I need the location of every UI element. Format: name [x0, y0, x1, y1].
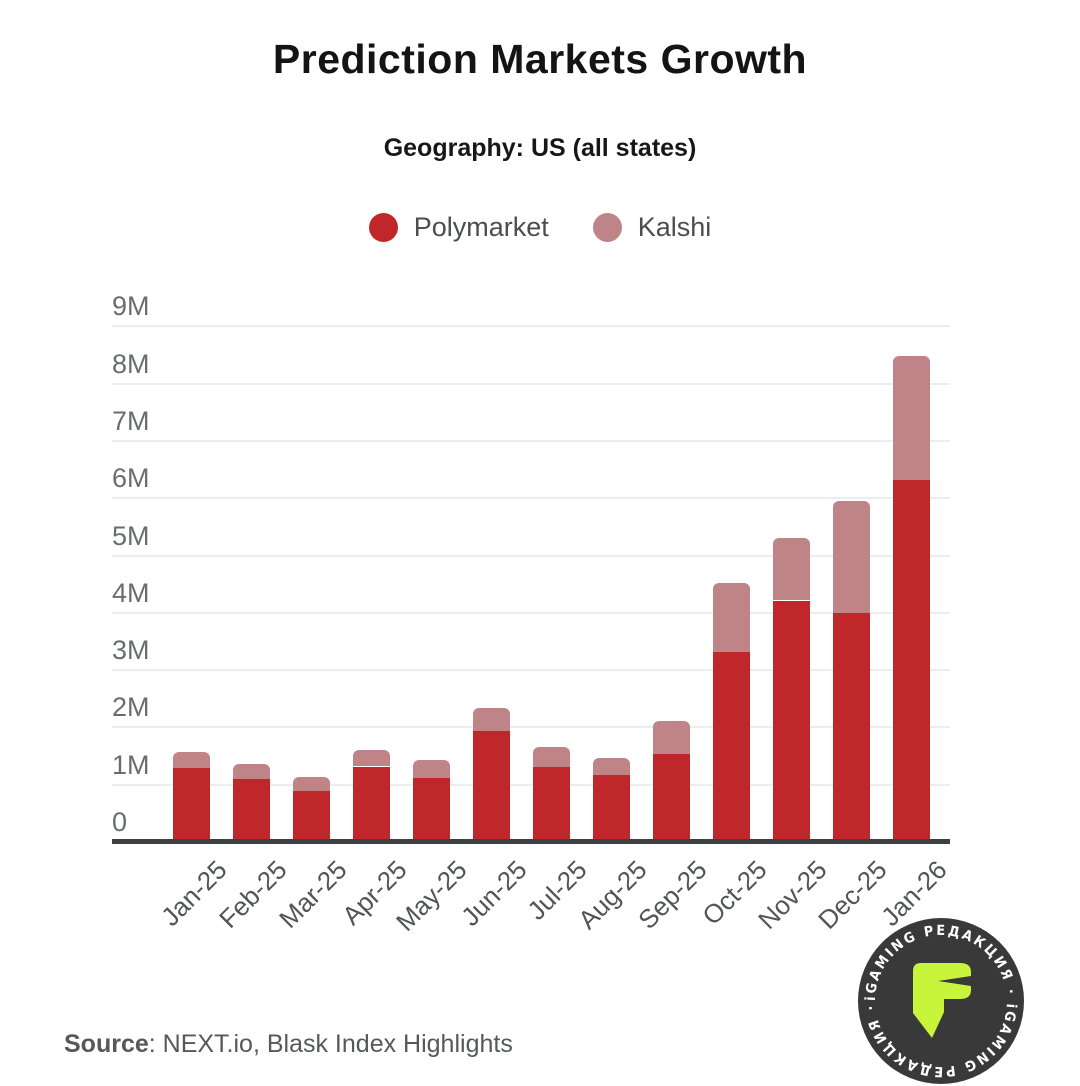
source-label: Source: [64, 1030, 149, 1058]
x-axis-line: [112, 839, 950, 844]
legend-item-kalshi: Kalshi: [592, 212, 712, 243]
bar-segment-kalshi: [893, 356, 930, 480]
bar-segment-kalshi: [833, 501, 870, 613]
y-axis-tick-label: 1M: [112, 750, 150, 780]
y-axis-tick-label: 7M: [112, 406, 150, 436]
chart-subtitle: Geography: US (all states): [383, 134, 697, 162]
y-axis-tick-label: 6M: [112, 463, 150, 493]
y-axis-tick-label: 8M: [112, 349, 150, 379]
bar-segment-kalshi: [473, 708, 510, 731]
legend-label-kalshi: Kalshi: [637, 212, 712, 242]
legend-item-polymarket: Polymarket: [368, 212, 549, 243]
bar-segment-kalshi: [353, 750, 390, 766]
bar-segment-polymarket: [593, 775, 630, 842]
bar-segment-kalshi: [233, 764, 270, 779]
bar-segment-polymarket: [173, 768, 210, 842]
gridline: [112, 440, 950, 442]
gridline: [112, 726, 950, 728]
bar-segment-polymarket: [713, 652, 750, 842]
y-axis-tick-label: 4M: [112, 578, 150, 608]
bar-segment-polymarket: [413, 778, 450, 842]
y-axis-tick-label: 9M: [112, 291, 150, 321]
y-axis-tick-label: 0: [112, 807, 128, 837]
bar-segment-polymarket: [893, 480, 930, 842]
gridline: [112, 383, 950, 385]
gridline: [112, 555, 950, 557]
bar-segment-kalshi: [713, 583, 750, 652]
bar-segment-polymarket: [833, 613, 870, 842]
bar-segment-polymarket: [773, 601, 810, 842]
gridline: [112, 325, 950, 327]
bar-segment-polymarket: [653, 754, 690, 842]
chart-legend: Polymarket Kalshi: [0, 212, 1080, 243]
page-title: Prediction Markets Growth: [272, 36, 808, 82]
bar-segment-polymarket: [293, 791, 330, 842]
igaming-redakcia-badge: iGAMING РЕДАКЦИЯ · iGAMING РЕДАКЦИЯ ·: [858, 918, 1024, 1084]
legend-label-polymarket: Polymarket: [413, 212, 549, 242]
bar-segment-kalshi: [773, 538, 810, 600]
y-axis-tick-label: 3M: [112, 635, 150, 665]
y-axis-tick-label: 5M: [112, 521, 150, 551]
gridline: [112, 612, 950, 614]
bar-segment-kalshi: [293, 777, 330, 791]
gridline: [112, 669, 950, 671]
bar-segment-kalshi: [413, 760, 450, 778]
bar-segment-kalshi: [173, 752, 210, 768]
source-text: : NEXT.io, Blask Index Highlights: [148, 1030, 513, 1058]
bar-segment-kalshi: [593, 758, 630, 775]
bar-segment-polymarket: [233, 779, 270, 842]
bar-segment-polymarket: [533, 767, 570, 842]
bar-segment-polymarket: [473, 731, 510, 842]
bar-segment-polymarket: [353, 767, 390, 842]
polymarket-dot-icon: [368, 213, 398, 242]
badge-logo-p-icon: [913, 963, 971, 1038]
bar-segment-kalshi: [533, 747, 570, 767]
bar-segment-kalshi: [653, 721, 690, 754]
gridline: [112, 497, 950, 499]
source-note: Source: NEXT.io, Blask Index Highlights: [64, 1030, 513, 1059]
y-axis-tick-label: 2M: [112, 692, 150, 722]
gridline: [112, 784, 950, 786]
kalshi-dot-icon: [592, 213, 622, 242]
